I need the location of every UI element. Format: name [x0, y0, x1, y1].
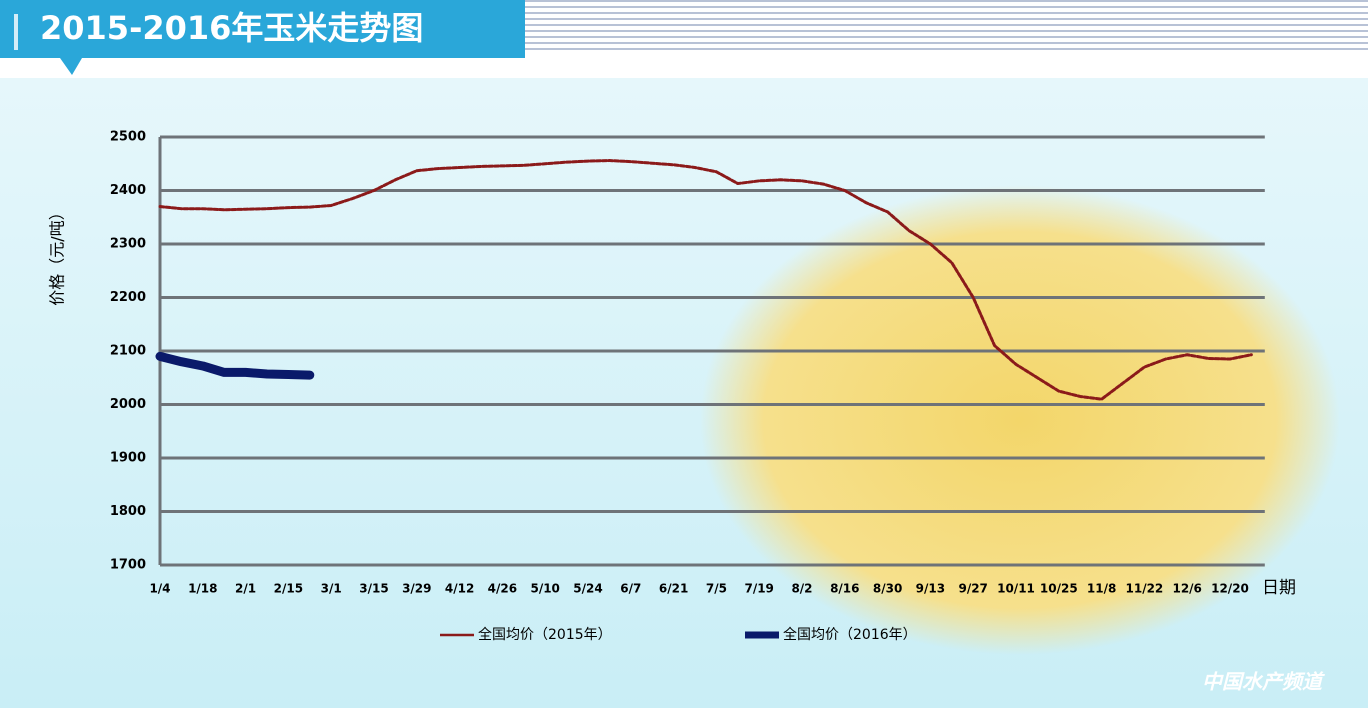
- series-line: [155, 351, 315, 380]
- x-tick-label: 7/5: [706, 582, 727, 596]
- x-tick-label: 1/18: [188, 582, 217, 596]
- y-tick-label: 2300: [110, 237, 146, 252]
- header-banner: [0, 0, 525, 75]
- x-tick-label: 8/30: [873, 582, 902, 596]
- legend-label: 全国均价（2016年）: [783, 626, 917, 643]
- x-tick-label: 3/1: [321, 582, 342, 596]
- header-stripes: [525, 0, 1368, 52]
- x-tick-label: 9/13: [916, 582, 945, 596]
- x-tick-label: 12/20: [1211, 582, 1249, 596]
- x-tick-label: 2/15: [274, 582, 303, 596]
- x-tick-label: 1/4: [149, 582, 170, 596]
- watermark: 中国水产频道: [1202, 670, 1325, 694]
- x-tick-label: 9/27: [958, 582, 987, 596]
- x-tick-label: 11/22: [1126, 582, 1164, 596]
- y-tick-label: 1800: [110, 504, 146, 519]
- x-tick-label: 10/25: [1040, 582, 1078, 596]
- y-tick-label: 1900: [110, 451, 146, 466]
- x-tick-label: 11/8: [1087, 582, 1116, 596]
- header-title: 2015-2016年玉米走势图: [40, 9, 423, 47]
- x-tick-label: 7/19: [744, 582, 773, 596]
- legend-label: 全国均价（2015年）: [478, 626, 612, 643]
- x-tick-label: 6/7: [620, 582, 641, 596]
- y-tick-label: 2400: [110, 183, 146, 198]
- x-tick-label: 6/21: [659, 582, 688, 596]
- x-tick-label: 5/10: [530, 582, 559, 596]
- corn-image: [700, 185, 1340, 655]
- y-tick-label: 2000: [110, 397, 146, 412]
- x-tick-label: 8/16: [830, 582, 859, 596]
- y-tick-label: 1700: [110, 558, 146, 573]
- x-tick-label: 5/24: [573, 582, 602, 596]
- x-tick-label: 3/29: [402, 582, 431, 596]
- y-tick-label: 2500: [110, 130, 146, 145]
- x-tick-label: 4/26: [488, 582, 517, 596]
- x-tick-label: 3/15: [359, 582, 388, 596]
- x-tick-label: 8/2: [791, 582, 812, 596]
- x-tick-label: 2/1: [235, 582, 256, 596]
- y-tick-label: 2200: [110, 290, 146, 305]
- x-tick-label: 10/11: [997, 582, 1035, 596]
- x-tick-label: 12/6: [1172, 582, 1201, 596]
- x-tick-label: 4/12: [445, 582, 474, 596]
- y-axis-label: 价格（元/吨）: [48, 204, 67, 305]
- y-tick-label: 2100: [110, 344, 146, 359]
- header-dots: [14, 14, 18, 50]
- x-axis-label: 日期: [1262, 578, 1296, 598]
- series-line: [158, 159, 1253, 401]
